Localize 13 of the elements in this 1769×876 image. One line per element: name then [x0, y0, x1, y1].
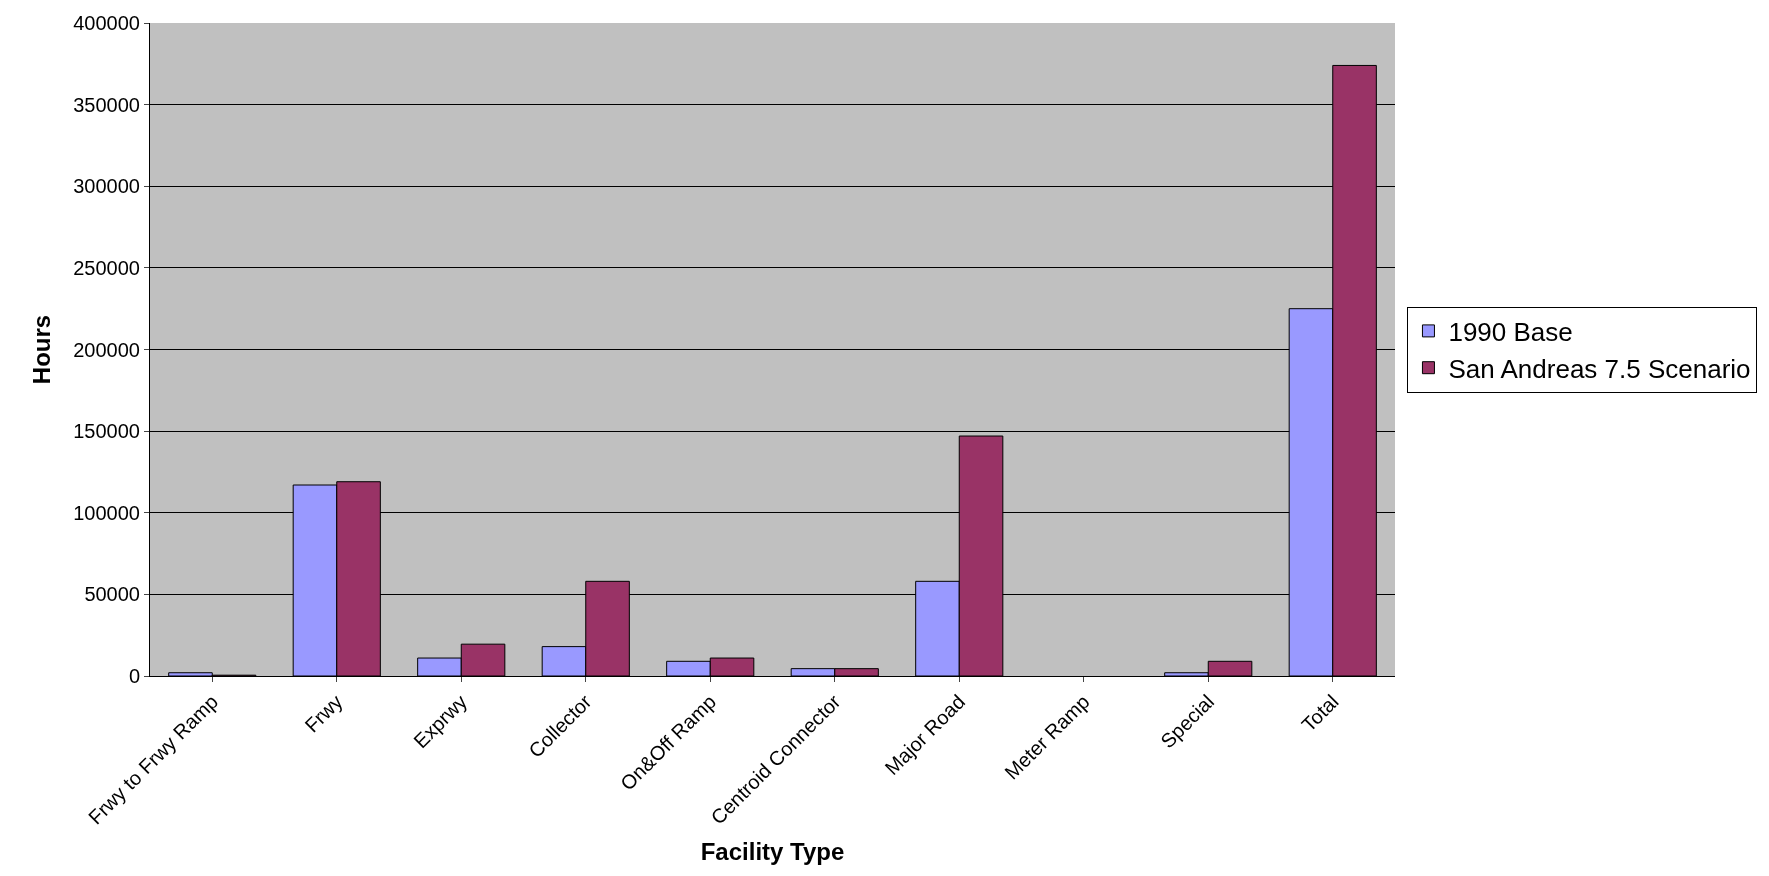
y-axis-title: Hours: [28, 314, 56, 385]
y-tick-label: 0: [128, 665, 140, 687]
y-tick-label: 300000: [73, 175, 140, 198]
y-tick-label: 350000: [73, 93, 140, 116]
legend-label: San Andreas 7.5 Scenario: [1448, 353, 1751, 384]
y-tick-label: 50000: [84, 583, 140, 606]
y-tick-label: 100000: [73, 501, 140, 524]
y-tick-label: 400000: [73, 12, 140, 34]
y-tick-label: 200000: [73, 338, 140, 361]
y-tick-label: 150000: [73, 420, 140, 443]
y-tick-label: 250000: [73, 256, 140, 279]
x-axis-title: Facility Type: [700, 837, 845, 865]
legend-label: 1990 Base: [1448, 317, 1573, 348]
